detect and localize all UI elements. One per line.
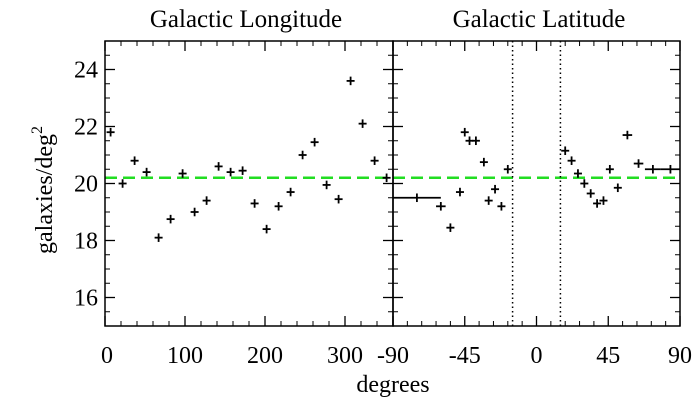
left-data-point	[118, 179, 127, 188]
right-data-point	[471, 136, 480, 146]
left-data-point	[250, 199, 259, 208]
left-panel-title: Galactic Longitude	[150, 6, 342, 33]
right-data-point	[644, 164, 661, 174]
right-panel-title: Galactic Latitude	[453, 6, 626, 33]
left-xtick-label: 200	[247, 343, 283, 369]
right-data-point	[491, 184, 500, 194]
left-data-point	[262, 224, 271, 234]
right-data-point	[586, 189, 595, 198]
right-data-point	[446, 223, 455, 232]
left-data-point	[202, 196, 211, 205]
right-panel: -90 -45 0 45 90	[377, 40, 692, 369]
x-axis-label: degrees	[356, 372, 429, 398]
left-data-point	[382, 173, 391, 183]
right-data-point	[460, 127, 469, 137]
y-axis-label: galaxies/deg2	[29, 126, 58, 254]
left-data-point	[322, 180, 331, 190]
right-xtick-label: -90	[377, 343, 409, 369]
right-data-point	[503, 164, 512, 174]
left-xtick-label: 0	[101, 343, 113, 369]
left-data-point	[286, 187, 295, 197]
left-data-point	[358, 119, 367, 128]
left-data-point	[130, 156, 139, 165]
left-data-point	[142, 167, 151, 177]
right-data-point	[567, 156, 576, 165]
left-data-point	[298, 150, 307, 160]
left-data-point	[226, 167, 235, 177]
ytick-label: 18	[74, 229, 98, 255]
ytick-label: 22	[74, 115, 98, 141]
right-data-point	[497, 202, 506, 211]
left-data-point	[274, 202, 283, 211]
ytick-label: 20	[74, 172, 98, 198]
ytick-label: 24	[74, 58, 98, 84]
right-data-point	[479, 157, 488, 167]
right-xtick-label: 0	[531, 343, 543, 369]
left-panel: 0 100 200 300 16 18 20 22 24	[74, 40, 394, 369]
left-data-point	[310, 137, 319, 147]
right-data-point	[593, 199, 602, 208]
left-data-point	[190, 207, 199, 217]
right-data-point	[393, 193, 441, 203]
right-data-point	[622, 130, 633, 140]
y-axis-label-text: galaxies/deg	[32, 134, 58, 254]
right-data-point	[455, 187, 464, 197]
right-data-point	[484, 196, 493, 205]
right-xtick-label: -45	[449, 343, 481, 369]
left-data-point	[334, 194, 343, 204]
right-data-point	[573, 169, 582, 178]
right-xtick-label: 90	[668, 343, 692, 369]
left-data-point	[166, 214, 175, 224]
right-panel-frame	[392, 40, 681, 327]
right-data-point	[580, 179, 589, 188]
left-data-point	[346, 76, 355, 86]
right-data-point	[599, 196, 608, 205]
left-data-point	[370, 156, 379, 165]
left-xtick-label: 100	[167, 343, 203, 369]
left-data-point	[154, 233, 163, 242]
left-xtick-label: 300	[327, 343, 363, 369]
right-data-point	[561, 146, 570, 155]
left-data-point	[214, 162, 223, 171]
right-data-point	[660, 164, 680, 174]
left-data-point	[178, 169, 187, 178]
right-data-point	[613, 183, 622, 193]
ytick-label: 16	[74, 286, 98, 312]
y-axis-label-superscript: 2	[29, 126, 46, 134]
right-data-point	[436, 202, 446, 211]
left-data-point	[106, 127, 115, 137]
right-data-point	[633, 159, 644, 168]
left-data-point	[238, 166, 247, 175]
right-xtick-label: 45	[596, 343, 620, 369]
right-data-point	[605, 164, 614, 174]
